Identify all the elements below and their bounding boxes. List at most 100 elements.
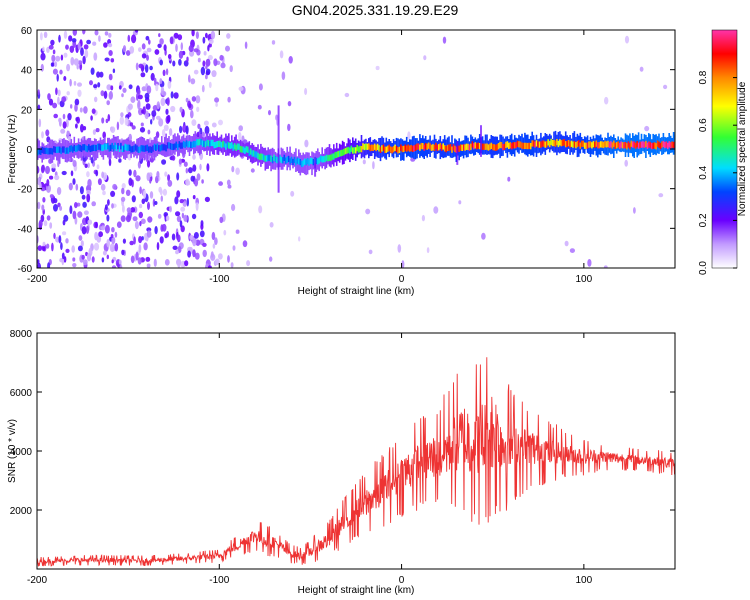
ridge-core <box>580 140 583 147</box>
noise-speckle <box>76 116 80 124</box>
noise-speckle <box>79 107 83 113</box>
colorbar-label: Normalized spectral amplitude <box>737 81 748 216</box>
ridge-core <box>318 157 320 164</box>
noise-speckle <box>191 96 197 102</box>
noise-speckle <box>118 158 122 163</box>
ridge-core <box>419 144 421 151</box>
noise-speckle <box>208 265 212 268</box>
noise-speckle <box>46 46 50 54</box>
ridge-core <box>408 145 411 152</box>
ridge-core <box>589 141 592 148</box>
ridge-core <box>573 141 576 148</box>
colorbar-tick-label: 0.8 <box>698 70 709 84</box>
ridge-core <box>585 142 587 149</box>
noise-speckle <box>62 219 66 226</box>
ridge-core <box>238 143 240 150</box>
noise-speckle <box>205 58 211 67</box>
ridge-core <box>261 153 264 160</box>
ridge-core <box>257 152 259 159</box>
noise-speckle <box>114 242 119 252</box>
ridge-core <box>338 150 341 157</box>
noise-speckle <box>125 215 131 223</box>
ridge-core <box>414 144 417 151</box>
noise-speckle <box>139 203 143 209</box>
noise-speckle <box>218 253 223 260</box>
ridge-core <box>57 146 59 153</box>
noise-speckle <box>188 74 191 83</box>
ridge-core <box>235 144 237 151</box>
noise-speckle <box>65 44 69 50</box>
noise-speckle <box>160 224 164 232</box>
noise-speckle <box>81 226 87 235</box>
ridge-core <box>369 144 372 152</box>
noise-speckle <box>564 240 569 247</box>
noise-speckle <box>118 259 122 265</box>
x-tick-label: 0 <box>399 575 405 586</box>
ridge-core <box>578 140 580 147</box>
ridge-core <box>177 143 179 151</box>
ridge-core <box>563 139 565 146</box>
noise-speckle <box>106 84 112 91</box>
noise-speckle <box>131 125 136 130</box>
y-tick-label: 60 <box>21 26 33 37</box>
ridge-core <box>440 144 443 151</box>
ridge-core <box>266 155 268 162</box>
noise-speckle <box>110 126 116 133</box>
ridge-core <box>662 140 665 148</box>
ridge-core <box>153 143 156 150</box>
noise-speckle <box>375 65 380 71</box>
ridge-core <box>560 140 563 147</box>
ridge-core <box>58 146 61 153</box>
noise-speckle <box>165 215 170 221</box>
ridge-core <box>53 146 55 153</box>
noise-speckle <box>196 173 201 181</box>
ridge-core <box>233 143 236 150</box>
noise-speckle <box>111 259 114 264</box>
noise-speckle <box>116 121 120 131</box>
snr-x-label: Height of straight line (km) <box>298 585 415 596</box>
noise-speckle <box>104 224 110 234</box>
noise-speckle <box>205 74 208 80</box>
ridge-core <box>311 157 313 165</box>
noise-speckle <box>90 67 95 75</box>
ridge-core <box>588 141 590 148</box>
ridge-core <box>200 138 202 146</box>
ridge-core <box>130 146 132 153</box>
noise-speckle <box>207 45 210 52</box>
ridge-core <box>225 143 227 150</box>
noise-speckle <box>58 34 61 43</box>
ridge-core <box>515 141 517 149</box>
noise-speckle <box>108 90 113 100</box>
ridge-core <box>586 142 589 149</box>
noise-speckle <box>77 82 82 87</box>
noise-speckle <box>97 178 102 186</box>
noise-speckle <box>158 33 161 38</box>
noise-speckle <box>86 189 90 195</box>
ridge-core <box>220 142 223 149</box>
noise-speckle <box>104 31 109 36</box>
noise-speckle <box>201 179 204 184</box>
ridge-core <box>602 141 605 149</box>
ridge-core <box>109 144 112 151</box>
ridge-core <box>642 141 644 148</box>
spectrogram-y-axis: -60 -40 -20 0 20 40 60 <box>18 26 675 275</box>
noise-speckle <box>121 183 126 189</box>
ridge-core <box>624 142 627 149</box>
ridge-core <box>322 156 325 163</box>
noise-speckle <box>46 215 51 221</box>
ridge-core <box>152 145 154 152</box>
ridge-core <box>493 144 495 151</box>
ridge-core <box>516 140 519 147</box>
ridge-core <box>80 145 83 152</box>
ridge-core <box>331 153 334 160</box>
ridge-core <box>287 155 290 163</box>
ridge-core <box>147 146 150 153</box>
noise-speckle <box>120 196 126 202</box>
ridge-core <box>63 146 65 153</box>
ridge-core <box>139 146 141 153</box>
noise-speckle <box>238 132 242 141</box>
ridge-core <box>187 141 189 148</box>
noise-speckle <box>156 242 160 251</box>
noise-speckle <box>140 218 146 225</box>
